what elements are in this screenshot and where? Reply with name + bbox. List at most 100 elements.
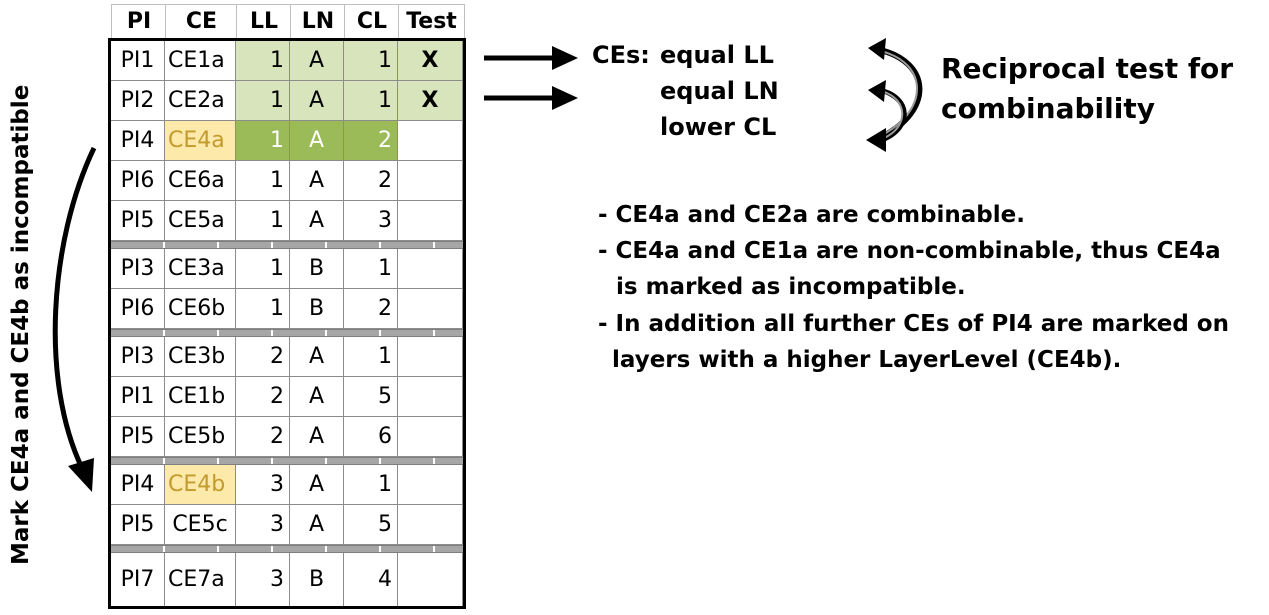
ll-cell: 2: [236, 417, 290, 457]
reciprocal-subtitle: combinability: [941, 92, 1155, 125]
pi-cell: PI5: [111, 201, 165, 241]
header-ll: LL: [236, 4, 291, 39]
header-ce: CE: [165, 4, 237, 39]
ln-cell: A: [290, 417, 344, 457]
pi-cell: PI6: [111, 161, 165, 201]
ll-cell: 3: [236, 553, 290, 606]
note-line-5: layers with a higher LayerLevel (CE4b).: [612, 347, 1122, 373]
pi-cell: PI4: [111, 121, 165, 161]
ll-cell: 2: [236, 337, 290, 377]
table-row: PI6 CE6b 1 B 2: [111, 289, 463, 329]
ce-cell-incompatible: CE4b: [165, 465, 236, 505]
ce-cell: CE3b: [165, 337, 236, 377]
table-row: PI5 CE5a 1 A 3: [111, 201, 463, 241]
test-cell: [398, 377, 463, 417]
note-line-3: is marked as incompatible.: [616, 274, 966, 300]
reciprocal-arrows-icon: [866, 38, 923, 152]
ll-cell: 1: [236, 81, 290, 121]
test-cell: [398, 505, 463, 545]
group-separator: [111, 545, 463, 553]
pi-cell: PI3: [111, 337, 165, 377]
ln-cell: A: [290, 337, 344, 377]
ce-cell: CE6a: [165, 161, 236, 201]
cl-cell: 2: [344, 161, 398, 201]
ce-cell: CE7a: [165, 553, 236, 606]
table-row: PI1 CE1b 2 A 5: [111, 377, 463, 417]
group-separator: [111, 329, 463, 337]
ll-cell: 1: [236, 121, 290, 161]
group-separator: [111, 241, 463, 249]
criterion-equal-ll: equal LL: [660, 41, 774, 69]
pi-cell: PI6: [111, 289, 165, 329]
ll-cell: 2: [236, 377, 290, 417]
ce-cell: CE5b: [165, 417, 236, 457]
cl-cell: 2: [344, 289, 398, 329]
ce-cell: CE1a: [165, 41, 236, 81]
cl-cell: 5: [344, 505, 398, 545]
ce-cell: CE6b: [165, 289, 236, 329]
test-cell: [398, 337, 463, 377]
reciprocal-title: Reciprocal test for: [941, 52, 1234, 85]
test-cell: [398, 161, 463, 201]
test-cell: [398, 417, 463, 457]
pi-cell: PI1: [111, 41, 165, 81]
ln-cell: A: [290, 161, 344, 201]
note-line-2: - CE4a and CE1a are non-combinable, thus…: [598, 238, 1221, 264]
cl-cell: 1: [344, 337, 398, 377]
ln-cell: A: [290, 377, 344, 417]
ll-cell: 3: [236, 505, 290, 545]
pi-cell: PI7: [111, 553, 165, 606]
test-arrow-1: [484, 46, 578, 70]
cl-cell: 5: [344, 377, 398, 417]
ce-table: PI1 CE1a 1 A 1 X PI2 CE2a 1 A 1 X PI4 CE…: [108, 38, 466, 609]
ce-cell: CE3a: [165, 249, 236, 289]
header-pi: PI: [111, 4, 166, 39]
cl-cell: 1: [344, 249, 398, 289]
ce-cell-incompatible: CE4a: [165, 121, 236, 161]
ln-cell: B: [290, 553, 344, 606]
table-row: PI5 CE5b 2 A 6: [111, 417, 463, 457]
ln-cell: A: [290, 81, 344, 121]
pi-cell: PI2: [111, 81, 165, 121]
test-arrow-2: [484, 86, 578, 110]
pi-cell: PI1: [111, 377, 165, 417]
test-cell: [398, 289, 463, 329]
pi-cell: PI3: [111, 249, 165, 289]
table-row: PI4 CE4b 3 A 1: [111, 465, 463, 505]
note-line-1: - CE4a and CE2a are combinable.: [598, 202, 1025, 228]
ce-cell: CE5c: [165, 505, 236, 545]
pi-cell: PI4: [111, 465, 165, 505]
cl-cell: 2: [344, 121, 398, 161]
test-cell: [398, 121, 463, 161]
mark-incompatible-arrow: [52, 146, 97, 492]
vertical-label: Mark CE4a and CE4b as incompatible: [8, 84, 34, 565]
criterion-lower-cl: lower CL: [660, 113, 777, 141]
test-cell: X: [398, 81, 463, 121]
ce-cell: CE2a: [165, 81, 236, 121]
pi-cell: PI5: [111, 505, 165, 545]
ll-cell: 1: [236, 249, 290, 289]
ll-cell: 1: [236, 289, 290, 329]
table-row: PI1 CE1a 1 A 1 X: [111, 41, 463, 81]
criterion-equal-ln: equal LN: [660, 77, 779, 105]
table-row: PI3 CE3b 2 A 1: [111, 337, 463, 377]
table-row: PI3 CE3a 1 B 1: [111, 249, 463, 289]
cl-cell: 6: [344, 417, 398, 457]
header-ln: LN: [290, 4, 345, 39]
table-row: PI7 CE7a 3 B 4: [111, 553, 463, 606]
ln-cell: A: [290, 41, 344, 81]
test-cell: [398, 201, 463, 241]
ln-cell: A: [290, 465, 344, 505]
ln-cell: B: [290, 289, 344, 329]
header-test: Test: [398, 4, 465, 39]
cl-cell: 1: [344, 41, 398, 81]
ln-cell: B: [290, 249, 344, 289]
ln-cell: A: [290, 201, 344, 241]
pi-cell: PI5: [111, 417, 165, 457]
test-cell: [398, 249, 463, 289]
cl-cell: 3: [344, 201, 398, 241]
ces-prefix: CEs:: [592, 41, 650, 69]
ln-cell: A: [290, 505, 344, 545]
table-row: PI5 CE5c 3 A 5: [111, 505, 463, 545]
